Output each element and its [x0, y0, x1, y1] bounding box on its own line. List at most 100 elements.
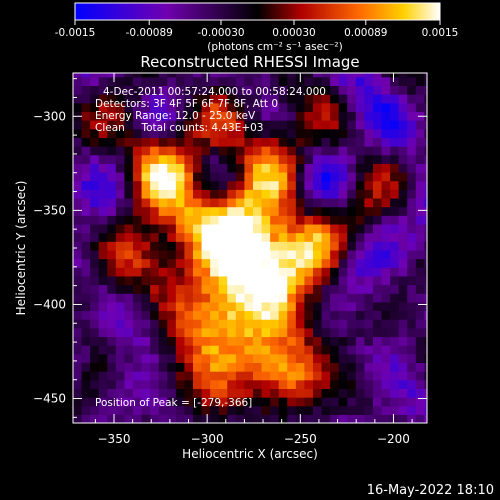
heatmap-cell	[90, 405, 100, 415]
heatmap-cell	[287, 249, 297, 260]
heatmap-cell	[150, 163, 160, 173]
heatmap-cell	[227, 223, 237, 234]
heatmap-cell	[261, 180, 271, 190]
heatmap-cell	[304, 336, 314, 346]
heatmap-cell	[115, 85, 126, 95]
heatmap-cell	[244, 128, 254, 138]
heatmap-cell	[398, 85, 408, 95]
heatmap-cell	[167, 275, 177, 286]
heatmap-cell	[98, 301, 108, 312]
heatmap-cell	[364, 120, 374, 130]
heatmap-cell	[390, 128, 400, 138]
heatmap-cell	[355, 267, 365, 277]
heatmap-cell	[372, 275, 383, 286]
heatmap-cell	[98, 336, 108, 346]
heatmap-cell	[355, 371, 365, 381]
heatmap-cell	[381, 293, 391, 303]
heatmap-cell	[107, 215, 117, 225]
heatmap-cell	[184, 102, 194, 112]
heatmap-cell	[184, 223, 194, 234]
heatmap-cell	[73, 275, 83, 286]
heatmap-cell	[124, 414, 134, 423]
heatmap-cell	[407, 397, 417, 407]
heatmap-cell	[364, 284, 374, 294]
heatmap-cell	[132, 215, 143, 225]
heatmap-cell	[321, 76, 331, 87]
heatmap-cell	[81, 267, 91, 277]
heatmap-cell	[312, 197, 323, 208]
heatmap-cell	[278, 232, 288, 242]
heatmap-cell	[381, 146, 391, 156]
colorbar-tick-label: 0.0015	[422, 27, 459, 39]
heatmap-cell	[98, 206, 108, 216]
heatmap-cell	[355, 76, 365, 87]
heatmap-cell	[398, 405, 408, 415]
heatmap-cell	[355, 249, 365, 260]
heatmap-cell	[235, 336, 246, 346]
heatmap-cell	[415, 353, 425, 364]
heatmap-cell	[261, 154, 271, 164]
heatmap-cell	[390, 258, 400, 268]
heatmap-cell	[372, 379, 383, 389]
heatmap-cell	[304, 310, 314, 320]
heatmap-cell	[90, 206, 100, 216]
heatmap-cell	[321, 171, 331, 182]
heatmap-cell	[295, 241, 305, 251]
heatmap-cell	[304, 241, 314, 251]
heatmap-cell	[407, 73, 417, 78]
heatmap-cell	[235, 171, 246, 182]
heatmap-cell	[90, 397, 100, 407]
heatmap-cell	[287, 180, 297, 190]
heatmap-cell	[201, 197, 211, 208]
heatmap-cell	[107, 327, 117, 338]
heatmap-cell	[192, 397, 203, 407]
heatmap-cell	[261, 223, 271, 234]
heatmap-cell	[415, 284, 425, 294]
heatmap-cell	[115, 154, 126, 164]
heatmap-cell	[304, 362, 314, 372]
heatmap-cell	[227, 310, 237, 320]
heatmap-cell	[115, 293, 126, 303]
heatmap-cell	[141, 310, 151, 320]
heatmap-cell	[192, 249, 203, 260]
heatmap-cell	[364, 371, 374, 381]
heatmap-cell	[287, 206, 297, 216]
heatmap-cell	[210, 85, 220, 95]
heatmap-cell	[184, 76, 194, 87]
heatmap-cell	[184, 249, 194, 260]
heatmap-cell	[372, 206, 383, 216]
heatmap-cell	[73, 73, 83, 78]
heatmap-cells	[73, 73, 427, 423]
heatmap-cell	[252, 336, 263, 346]
heatmap-cell	[398, 388, 408, 398]
heatmap-cell	[115, 223, 126, 234]
heatmap-cell	[390, 180, 400, 190]
heatmap-cell	[210, 353, 220, 364]
heatmap-cell	[390, 85, 400, 95]
heatmap-cell	[295, 128, 305, 138]
heatmap-cell	[252, 120, 263, 130]
heatmap-cell	[424, 206, 427, 216]
heatmap-cell	[415, 301, 425, 312]
heatmap-cell	[192, 379, 203, 389]
heatmap-cell	[364, 414, 374, 423]
heatmap-cell	[312, 267, 323, 277]
heatmap-cell	[218, 85, 228, 95]
heatmap-cell	[321, 111, 331, 121]
heatmap-cell	[304, 206, 314, 216]
heatmap-cell	[278, 111, 288, 121]
heatmap-cell	[330, 353, 340, 364]
heatmap-cell	[218, 206, 228, 216]
heatmap-cell	[407, 345, 417, 355]
heatmap-cell	[415, 154, 425, 164]
heatmap-cell	[235, 189, 246, 199]
heatmap-cell	[115, 405, 126, 415]
heatmap-cell	[158, 73, 168, 78]
heatmap-cell	[167, 327, 177, 338]
heatmap-cell	[192, 310, 203, 320]
heatmap-cell	[132, 353, 143, 364]
heatmap-cell	[372, 154, 383, 164]
heatmap-cell	[81, 249, 91, 260]
heatmap-cell	[398, 76, 408, 87]
heatmap-cell	[115, 76, 126, 87]
